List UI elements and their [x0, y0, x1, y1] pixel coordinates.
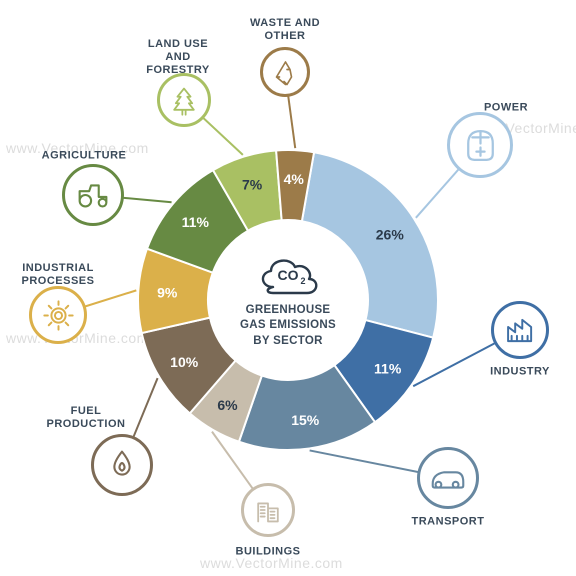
slice-pct-buildings: 6%: [217, 397, 238, 413]
co2-cloud-icon: CO 2: [253, 251, 323, 297]
slice-pct-fuel: 10%: [170, 354, 199, 370]
label-indproc: INDUSTRIALPROCESSES: [13, 262, 103, 288]
indproc-icon: [29, 286, 87, 344]
svg-text:CO: CO: [278, 267, 299, 283]
power-icon: [447, 112, 513, 178]
label-transport: TRANSPORT: [403, 515, 493, 528]
landuse-icon: [157, 73, 211, 127]
infographic-stage: www.VectorMine.com www.VectorMine.com ww…: [0, 0, 576, 576]
label-landuse: LAND USEAND FORESTRY: [133, 38, 223, 78]
slice-pct-indproc: 9%: [157, 284, 178, 300]
label-fuel: FUELPRODUCTION: [41, 405, 131, 431]
label-agri: AGRICULTURE: [39, 149, 129, 162]
slice-pct-agri: 11%: [182, 214, 210, 230]
label-waste: WASTE ANDOTHER: [240, 17, 330, 43]
slice-pct-power: 26%: [376, 227, 405, 243]
industry-icon: [491, 301, 549, 359]
transport-icon: [417, 447, 479, 509]
slice-pct-industry: 11%: [374, 361, 402, 377]
slice-pct-landuse: 7%: [242, 176, 263, 192]
chart-center-title: GREENHOUSE GAS EMISSIONS BY SECTOR: [240, 303, 336, 350]
buildings-icon: [241, 483, 295, 537]
chart-center: CO 2 GREENHOUSE GAS EMISSIONS BY SECTOR: [208, 220, 368, 380]
label-buildings: BUILDINGS: [223, 545, 313, 558]
fuel-icon: [91, 434, 153, 496]
waste-icon: [260, 47, 310, 97]
agri-icon: [62, 164, 124, 226]
svg-text:2: 2: [300, 276, 305, 286]
slice-pct-waste: 4%: [284, 171, 305, 187]
label-power: POWER: [461, 101, 551, 114]
slice-pct-transport: 15%: [291, 412, 320, 428]
label-industry: INDUSTRY: [475, 365, 565, 378]
